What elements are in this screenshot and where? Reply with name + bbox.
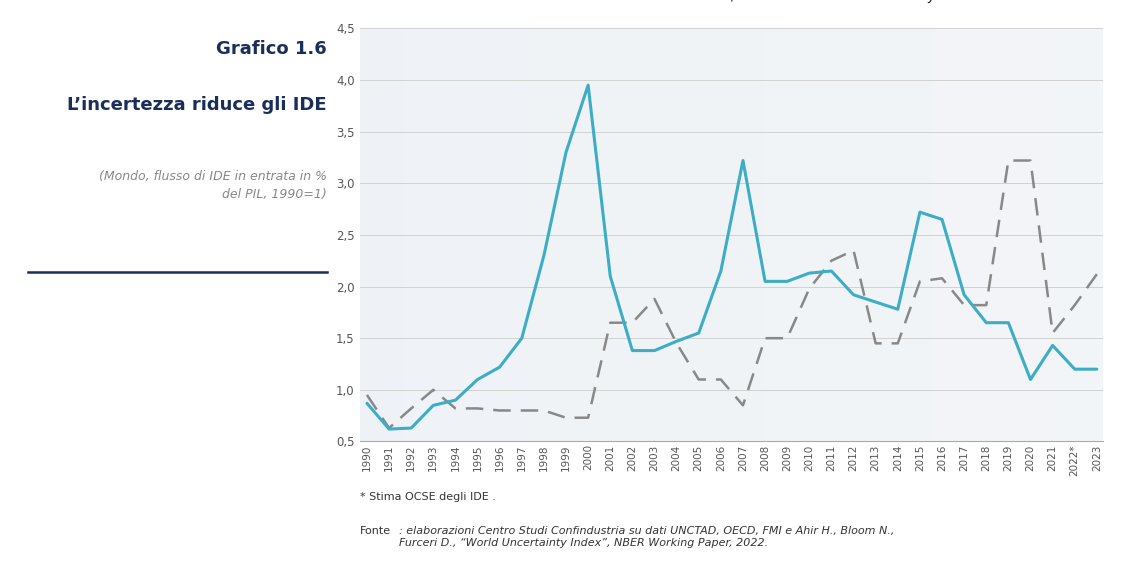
Legend: IDE/PIL, World Uncertainty Index: IDE/PIL, World Uncertainty Index xyxy=(663,0,978,8)
Text: L’incertezza riduce gli IDE: L’incertezza riduce gli IDE xyxy=(66,96,327,114)
Text: (Mondo, flusso di IDE in entrata in %
del PIL, 1990=1): (Mondo, flusso di IDE in entrata in % de… xyxy=(99,170,327,201)
Text: : elaborazioni Centro Studi Confindustria su dati UNCTAD, OECD, FMI e Ahir H., B: : elaborazioni Centro Studi Confindustri… xyxy=(399,526,894,548)
Text: Fonte: Fonte xyxy=(360,526,392,537)
Text: * Stima OCSE degli IDE .: * Stima OCSE degli IDE . xyxy=(360,492,497,503)
Text: Grafico 1.6: Grafico 1.6 xyxy=(216,40,327,58)
